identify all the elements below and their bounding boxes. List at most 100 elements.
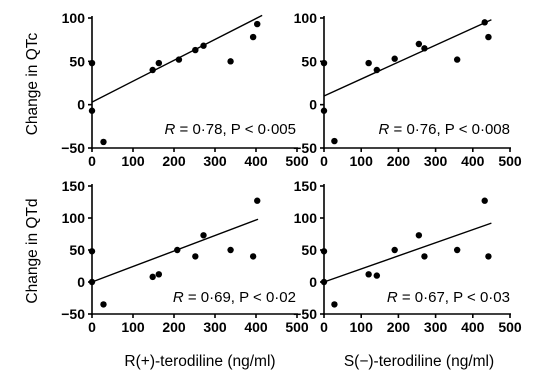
- y-tick-label: 0: [309, 274, 317, 290]
- data-point: [421, 45, 428, 52]
- y-tick-label: 150: [294, 178, 318, 194]
- data-point: [453, 246, 461, 254]
- data-point: [331, 137, 338, 145]
- x-tick-label: 300: [424, 153, 448, 169]
- y-tick-label: 100: [62, 210, 86, 226]
- x-axis-label-left: R(+)-terodiline (ng/ml): [124, 353, 275, 370]
- x-axis-label-right: S(−)-terodiline (ng/ml): [344, 353, 494, 370]
- y-tick-label: −50: [61, 306, 85, 322]
- data-point: [227, 58, 234, 65]
- y-tick-label: 100: [294, 210, 318, 226]
- data-point: [174, 246, 181, 254]
- stats-r-symbol: R: [173, 289, 184, 306]
- y-tick-label: 0: [77, 274, 85, 290]
- data-point: [391, 246, 398, 254]
- data-point: [200, 232, 207, 239]
- regression-line: [323, 19, 492, 97]
- x-tick-label: 100: [350, 153, 374, 169]
- x-tick-label: 0: [88, 319, 96, 335]
- data-point: [320, 59, 328, 67]
- x-tick-label: 100: [121, 319, 145, 335]
- data-point: [485, 253, 492, 260]
- y-tick-label: 50: [301, 242, 317, 258]
- stats-r-symbol: R: [387, 289, 398, 306]
- data-point: [100, 138, 107, 146]
- data-point: [391, 55, 398, 62]
- x-tick-label: 200: [387, 319, 411, 335]
- y-tick-label: 0: [77, 97, 85, 113]
- x-tick-label: 300: [424, 319, 448, 335]
- data-point: [175, 56, 183, 63]
- y-tick-label: 100: [294, 10, 318, 26]
- x-tick-label: 300: [203, 153, 227, 169]
- data-point: [320, 278, 328, 286]
- y-tick-label: 150: [62, 178, 86, 194]
- stats-label: R = 0·78, P < 0·005: [165, 121, 297, 138]
- x-tick-label: 200: [162, 153, 186, 169]
- data-point: [155, 271, 163, 278]
- data-point: [320, 248, 328, 255]
- data-point: [485, 33, 492, 41]
- x-tick-label: 400: [461, 319, 485, 335]
- data-point: [88, 248, 96, 255]
- data-point: [249, 33, 257, 41]
- data-point: [192, 253, 199, 260]
- y-tick-label: −50: [61, 140, 85, 156]
- data-point: [415, 40, 423, 48]
- stats-label: R = 0·69, P < 0·02: [173, 289, 296, 306]
- y-tick-label: −50: [293, 140, 317, 156]
- x-tick-label: 200: [387, 153, 411, 169]
- x-tick-label: 500: [498, 319, 522, 335]
- data-point: [88, 107, 96, 114]
- data-point: [365, 59, 372, 67]
- data-point: [453, 56, 461, 63]
- y-tick-label: 50: [69, 53, 85, 69]
- x-tick-label: 500: [498, 153, 522, 169]
- x-tick-label: 400: [244, 153, 268, 169]
- x-tick-label: 0: [88, 153, 96, 169]
- x-tick-label: 500: [285, 153, 309, 169]
- x-tick-label: 500: [285, 319, 309, 335]
- stats-value-text: = 0·76, P < 0·008: [389, 121, 510, 138]
- x-tick-label: 300: [203, 319, 227, 335]
- x-tick-label: 100: [121, 153, 145, 169]
- data-point: [88, 59, 96, 67]
- data-point: [149, 66, 156, 74]
- data-point: [373, 272, 381, 279]
- data-point: [373, 66, 381, 74]
- data-point: [149, 273, 156, 281]
- y-tick-label: 50: [301, 53, 317, 69]
- data-point: [481, 19, 488, 26]
- stats-value-text: = 0·78, P < 0·005: [175, 121, 296, 138]
- y-axis-label-top: Change in QTc: [24, 32, 41, 135]
- y-axis-label-bottom: Change in QTd: [24, 198, 41, 303]
- data-point: [365, 271, 372, 278]
- y-tick-label: 50: [69, 242, 85, 258]
- data-point: [331, 301, 338, 308]
- y-tick-label: 100: [62, 10, 86, 26]
- stats-label: R = 0·67, P < 0·03: [387, 289, 510, 306]
- data-point: [320, 107, 328, 114]
- data-point: [254, 197, 261, 204]
- regression-line: [323, 222, 492, 283]
- data-point: [192, 46, 199, 54]
- stats-value-text: = 0·67, P < 0·03: [398, 289, 510, 306]
- stats-value-text: = 0·69, P < 0·02: [184, 289, 296, 306]
- stats-r-symbol: R: [379, 121, 390, 138]
- x-tick-label: 0: [320, 319, 328, 335]
- data-point: [481, 197, 488, 204]
- data-point: [415, 232, 423, 239]
- data-point: [254, 20, 261, 28]
- stats-label: R = 0·76, P < 0·008: [379, 121, 511, 138]
- y-tick-label: −50: [293, 306, 317, 322]
- x-tick-label: 0: [320, 153, 328, 169]
- data-point: [421, 253, 428, 260]
- x-tick-label: 400: [244, 319, 268, 335]
- stats-r-symbol: R: [165, 121, 176, 138]
- x-tick-label: 400: [461, 153, 485, 169]
